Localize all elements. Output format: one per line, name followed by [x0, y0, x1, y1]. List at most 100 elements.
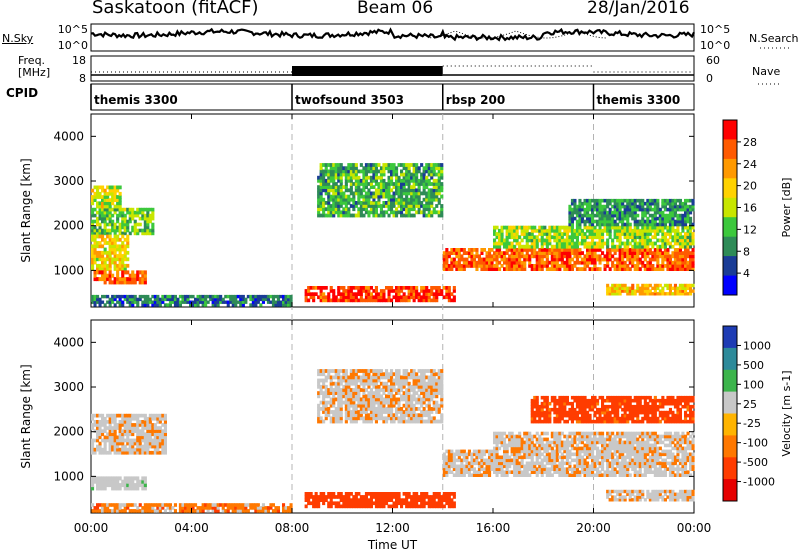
power-cell: [681, 264, 685, 268]
power-cell: [319, 182, 323, 186]
velocity-cell: [467, 464, 471, 469]
power-cell: [633, 235, 637, 240]
power-cell: [570, 216, 574, 221]
velocity-cell: [390, 419, 394, 424]
power-cell: [568, 213, 572, 218]
power-cell: [354, 292, 358, 296]
power-cell: [412, 175, 416, 180]
power-cell: [555, 241, 559, 246]
power-cell: [611, 204, 615, 209]
power-cell: [588, 201, 592, 206]
velocity-cell: [98, 486, 102, 491]
power-cell: [249, 297, 253, 302]
power-cell: [618, 204, 622, 209]
velocity-cell: [98, 503, 102, 507]
velocity-cell: [349, 375, 353, 380]
power-cell: [636, 241, 640, 246]
power-cell: [118, 222, 122, 227]
velocity-cell: [445, 470, 449, 474]
power-cell: [583, 225, 587, 230]
velocity-cell: [515, 461, 519, 466]
power-cell: [535, 267, 539, 271]
velocity-cell: [470, 455, 474, 460]
power-cell: [279, 294, 283, 299]
power-cell: [593, 254, 597, 259]
power-cell: [477, 254, 481, 259]
velocity-cell: [412, 419, 416, 424]
velocity-cell: [133, 441, 137, 446]
power-cell: [633, 225, 637, 230]
power-cell: [591, 219, 595, 224]
velocity-cell: [430, 394, 434, 399]
power-cell: [412, 163, 416, 167]
power-cell: [493, 254, 497, 259]
power-cell: [603, 228, 607, 233]
power-cell: [480, 251, 484, 255]
velocity-cell: [410, 369, 414, 373]
velocity-cell: [505, 452, 509, 457]
power-cell: [352, 163, 356, 167]
power-cell: [676, 232, 680, 236]
velocity-cell: [128, 438, 132, 443]
power-cell: [234, 297, 238, 302]
velocity-cell: [354, 403, 358, 408]
power-cell: [329, 286, 333, 290]
power-cell: [339, 166, 343, 171]
power-cell: [126, 280, 130, 285]
velocity-cell: [349, 403, 353, 408]
velocity-cell: [261, 509, 265, 513]
power-cell: [626, 267, 630, 271]
velocity-cell: [108, 441, 112, 446]
velocity-cell: [158, 503, 162, 507]
power-cell: [553, 251, 557, 255]
power-cell: [633, 204, 637, 209]
power-cell: [462, 251, 466, 255]
power-cell: [555, 264, 559, 268]
velocity-cell: [369, 397, 373, 402]
velocity-cell: [422, 372, 426, 377]
velocity-cell: [342, 372, 346, 377]
power-cell: [651, 241, 655, 246]
velocity-cell: [111, 483, 115, 488]
velocity-cell: [103, 429, 107, 433]
power-cell: [623, 207, 627, 212]
power-cell: [575, 232, 579, 236]
velocity-cell: [442, 492, 446, 496]
power-cell: [339, 286, 343, 290]
power-cell: [337, 166, 341, 171]
power-cell: [646, 216, 650, 221]
power-cell: [362, 204, 366, 208]
velocity-cell: [379, 400, 383, 405]
velocity-cell: [329, 410, 333, 414]
velocity-cell: [342, 369, 346, 373]
power-cell: [437, 292, 441, 296]
velocity-cell: [538, 464, 542, 469]
power-cell: [435, 166, 439, 171]
velocity-cell: [352, 403, 356, 408]
power-cell: [678, 254, 682, 259]
velocity-cell: [118, 413, 122, 418]
velocity-cell: [382, 410, 386, 414]
velocity-cell: [158, 426, 162, 430]
power-cell: [133, 280, 137, 285]
power-cell: [568, 241, 572, 246]
power-cell: [131, 213, 135, 218]
power-cell: [681, 292, 685, 296]
power-cell: [646, 235, 650, 240]
velocity-cell: [342, 495, 346, 499]
power-cell: [123, 250, 127, 255]
power-cell: [382, 163, 386, 167]
velocity-cell: [374, 419, 378, 424]
velocity-cell: [342, 375, 346, 380]
power-cell: [623, 241, 627, 246]
power-cell: [608, 251, 612, 255]
power-cell: [123, 231, 127, 236]
power-cell: [596, 219, 600, 224]
power-cell: [390, 204, 394, 208]
power-cell: [578, 251, 582, 255]
power-cell: [397, 194, 401, 199]
power-cell: [593, 244, 597, 249]
power-cell: [580, 235, 584, 240]
power-cell: [505, 251, 509, 255]
power-cell: [400, 286, 404, 290]
